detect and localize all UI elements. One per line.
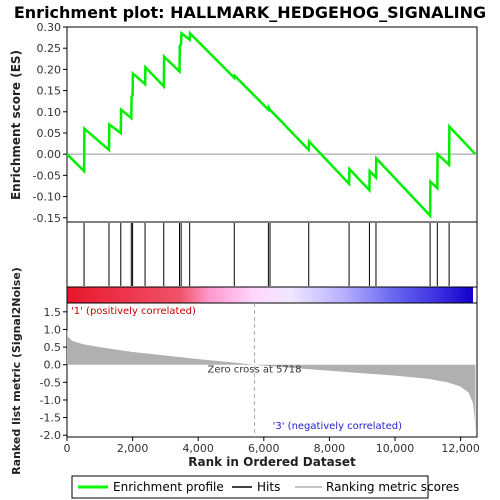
chart-title: Enrichment plot: HALLMARK_HEDGEHOG_SIGNA… — [14, 3, 486, 22]
es-y-tick-label: 0.20 — [37, 63, 62, 76]
enrichment-profile-line — [66, 30, 477, 219]
legend: Enrichment profile Hits Ranking metric s… — [71, 475, 459, 499]
es-y-tick-label: 0.15 — [37, 85, 62, 98]
es-y-tick-label: 0.10 — [37, 106, 62, 119]
hit-lines — [83, 223, 450, 286]
x-tick-label: 12,000 — [441, 442, 480, 455]
x-tick-label: 0 — [64, 442, 71, 455]
ranking-heat-bar — [67, 287, 473, 303]
rank-y-axis: -2.0 -1.5 -1.0 -0.5 0.0 0.5 1.0 1.5 — [40, 306, 67, 442]
es-y-axis: -0.15 -0.10 -0.05 0.00 0.05 0.10 0.15 0.20 0.25 0… — [33, 21, 67, 225]
zero-cross-label: Zero cross at 5718 — [208, 365, 302, 376]
es-y-tick-label: -0.10 — [33, 191, 61, 204]
rank-metric-panel: -2.0 -1.5 -1.0 -0.5 0.0 0.5 1.0 1.5 Zero cross … — [10, 267, 478, 475]
x-tick-label: 10,000 — [376, 442, 415, 455]
x-axis-label: Rank in Ordered Dataset — [188, 455, 356, 469]
es-y-tick-label: 0.30 — [37, 21, 62, 34]
es-y-tick-label: -0.05 — [33, 169, 61, 182]
legend-item-ranking: Ranking metric scores — [326, 480, 459, 494]
heat-bar-end — [473, 287, 477, 303]
rank-y-axis-label: Ranked list metric (Signal2Noise) — [10, 267, 23, 475]
legend-item-enrichment: Enrichment profile — [113, 480, 224, 494]
positive-correlation-label: '1' (positively correlated) — [71, 306, 196, 317]
rank-y-tick-label: 1.0 — [44, 323, 62, 336]
negative-correlation-label: '3' (negatively correlated) — [273, 421, 402, 432]
es-panel: -0.15 -0.10 -0.05 0.00 0.05 0.10 0.15 0.20 0.25 0… — [9, 21, 478, 225]
legend-item-hits: Hits — [257, 480, 280, 494]
rank-y-tick-label: 0.0 — [44, 359, 62, 372]
es-y-axis-label: Enrichment score (ES) — [9, 50, 23, 200]
es-y-tick-label: -0.15 — [33, 212, 61, 225]
x-tick-label: 6,000 — [248, 442, 280, 455]
es-panel-frame — [66, 26, 478, 223]
x-tick-label: 4,000 — [182, 442, 214, 455]
rank-y-tick-label: 0.5 — [44, 341, 62, 354]
es-y-tick-label: 0.05 — [37, 127, 62, 140]
hits-panel-frame — [66, 221, 478, 288]
x-axis: 0 2,000 4,000 6,000 8,000 10,000 12,000 — [64, 437, 480, 455]
rank-y-tick-label: -1.0 — [40, 394, 61, 407]
hits-panel — [66, 221, 478, 288]
es-y-tick-label: 0.00 — [37, 148, 62, 161]
rank-y-tick-label: -0.5 — [40, 376, 61, 389]
rank-y-tick-label: -1.5 — [40, 412, 61, 425]
es-y-tick-label: 0.25 — [37, 42, 62, 55]
rank-y-tick-label: 1.5 — [44, 306, 62, 319]
rank-y-tick-label: -2.0 — [40, 429, 61, 442]
x-tick-label: 8,000 — [314, 442, 346, 455]
x-tick-label: 2,000 — [117, 442, 149, 455]
